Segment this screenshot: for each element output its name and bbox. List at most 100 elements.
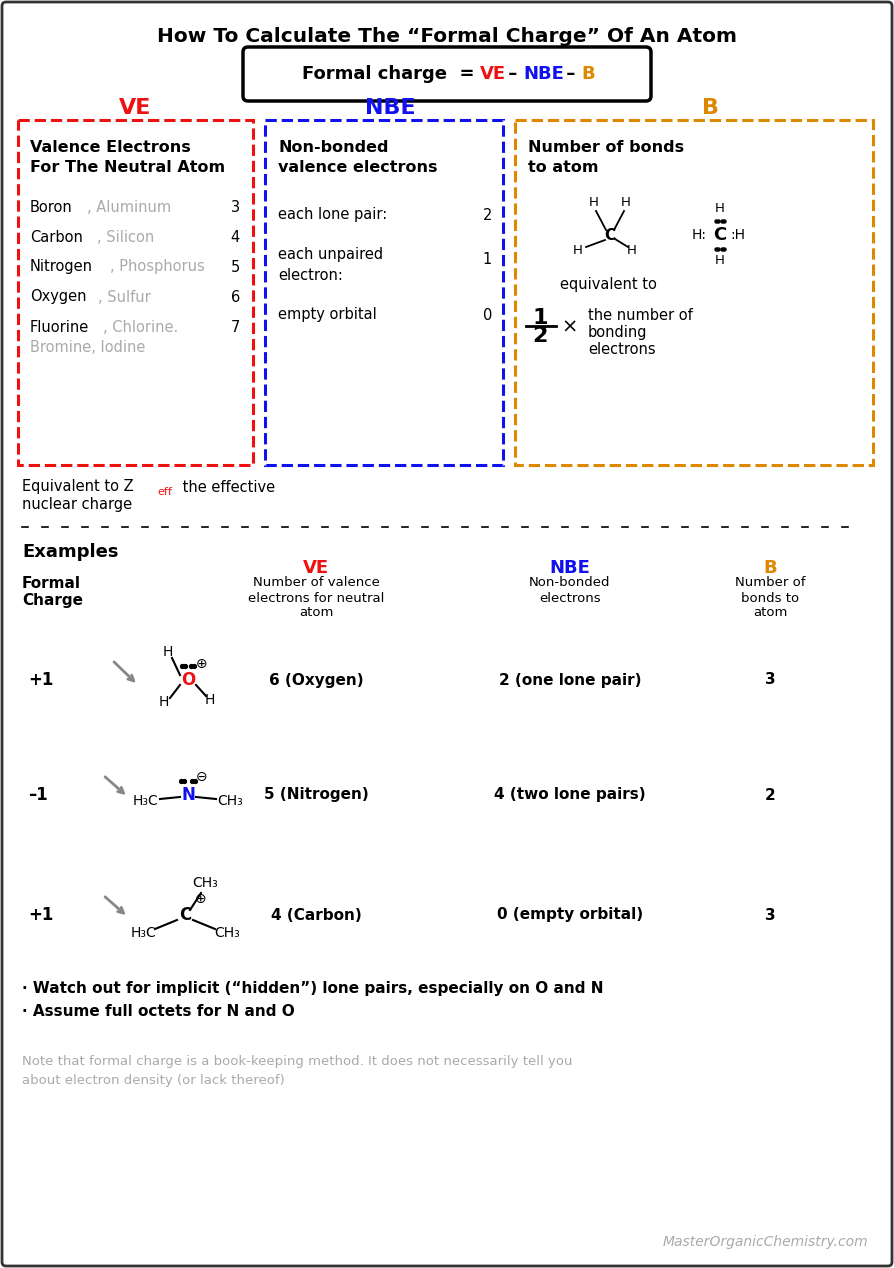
Text: H₃C: H₃C <box>131 926 156 940</box>
Text: B: B <box>581 65 595 82</box>
Text: · Assume full octets for N and O: · Assume full octets for N and O <box>22 1004 295 1019</box>
Text: ⊖: ⊖ <box>196 770 207 784</box>
Text: · Watch out for implicit (“hidden”) lone pairs, especially on O and N: · Watch out for implicit (“hidden”) lone… <box>22 980 603 995</box>
Text: CH₃: CH₃ <box>215 926 240 940</box>
Text: nuclear charge: nuclear charge <box>22 497 132 512</box>
Text: O: O <box>181 671 195 689</box>
Text: 2 (one lone pair): 2 (one lone pair) <box>499 672 641 687</box>
Text: How To Calculate The “Formal Charge” Of An Atom: How To Calculate The “Formal Charge” Of … <box>157 27 737 46</box>
Text: Nitrogen: Nitrogen <box>30 260 93 274</box>
Text: each unpaired: each unpaired <box>278 247 384 262</box>
Text: H: H <box>205 694 215 708</box>
Text: , Silicon: , Silicon <box>97 230 155 245</box>
FancyBboxPatch shape <box>2 3 892 1265</box>
Text: Non-bonded: Non-bonded <box>529 577 611 590</box>
Text: 2: 2 <box>483 208 492 222</box>
Text: H: H <box>715 255 725 268</box>
Text: VE: VE <box>119 98 151 118</box>
Text: equivalent to: equivalent to <box>560 278 657 293</box>
Text: 5: 5 <box>231 260 240 274</box>
Text: For The Neutral Atom: For The Neutral Atom <box>30 161 225 175</box>
Text: Carbon: Carbon <box>30 230 83 245</box>
Text: –: – <box>502 65 524 82</box>
Text: , Phosphorus: , Phosphorus <box>110 260 205 274</box>
Text: atom: atom <box>753 606 788 620</box>
Text: electrons: electrons <box>539 591 601 605</box>
Text: +1: +1 <box>28 907 54 924</box>
Text: MasterOrganicChemistry.com: MasterOrganicChemistry.com <box>662 1235 868 1249</box>
Text: H: H <box>163 645 173 659</box>
Text: 6: 6 <box>231 289 240 304</box>
Text: CH₃: CH₃ <box>217 794 243 808</box>
Text: B: B <box>702 98 719 118</box>
Text: Equivalent to Z: Equivalent to Z <box>22 479 133 495</box>
Text: H: H <box>627 243 637 256</box>
Text: the effective: the effective <box>178 479 275 495</box>
Text: C: C <box>713 226 727 243</box>
Text: Formal: Formal <box>22 576 81 591</box>
Text: :H: :H <box>730 228 745 242</box>
Text: H: H <box>589 197 599 209</box>
Text: 1: 1 <box>483 252 492 268</box>
Text: 7: 7 <box>231 320 240 335</box>
Text: Note that formal charge is a book-keeping method. It does not necessarily tell y: Note that formal charge is a book-keepin… <box>22 1055 572 1087</box>
Text: Formal charge  =: Formal charge = <box>302 65 487 82</box>
Text: Valence Electrons: Valence Electrons <box>30 141 190 156</box>
Bar <box>18 120 253 465</box>
Text: 1: 1 <box>532 308 548 328</box>
Text: , Chlorine.: , Chlorine. <box>103 320 178 335</box>
Text: the number of: the number of <box>588 308 693 322</box>
Text: to atom: to atom <box>528 161 598 175</box>
Text: 5 (Nitrogen): 5 (Nitrogen) <box>264 787 368 803</box>
Text: C: C <box>604 227 616 242</box>
Text: 6 (Oxygen): 6 (Oxygen) <box>269 672 363 687</box>
Text: H: H <box>159 695 169 709</box>
Text: electrons: electrons <box>588 341 655 356</box>
Text: atom: atom <box>299 606 333 620</box>
Text: 4: 4 <box>231 230 240 245</box>
Text: Number of bonds: Number of bonds <box>528 141 684 156</box>
Text: 0 (empty orbital): 0 (empty orbital) <box>497 908 643 923</box>
Bar <box>515 120 873 465</box>
Text: N: N <box>181 786 195 804</box>
Text: 3: 3 <box>764 672 775 687</box>
Text: electron:: electron: <box>278 268 343 283</box>
Text: NBE: NBE <box>550 559 590 577</box>
Text: Number of: Number of <box>735 577 805 590</box>
Text: H: H <box>715 203 725 216</box>
Text: B: B <box>763 559 777 577</box>
Bar <box>265 120 503 465</box>
Text: , Sulfur: , Sulfur <box>98 289 151 304</box>
Text: ⊕: ⊕ <box>195 891 207 907</box>
Text: H: H <box>621 197 631 209</box>
Text: Non-bonded: Non-bonded <box>278 141 389 156</box>
Text: empty orbital: empty orbital <box>278 308 376 322</box>
Text: H₃C: H₃C <box>133 794 159 808</box>
Text: 2: 2 <box>532 326 548 346</box>
Text: VE: VE <box>480 65 506 82</box>
Text: +1: +1 <box>28 671 54 689</box>
Text: CH₃: CH₃ <box>192 876 218 890</box>
Text: 4 (Carbon): 4 (Carbon) <box>271 908 361 923</box>
Text: 2: 2 <box>764 787 775 803</box>
Text: Boron: Boron <box>30 199 72 214</box>
Text: Number of valence: Number of valence <box>253 577 379 590</box>
Text: 3: 3 <box>764 908 775 923</box>
FancyBboxPatch shape <box>243 47 651 101</box>
Text: bonds to: bonds to <box>741 591 799 605</box>
Text: each lone pair:: each lone pair: <box>278 208 387 222</box>
Text: ×: × <box>561 317 578 336</box>
Text: H:: H: <box>692 228 707 242</box>
Text: valence electrons: valence electrons <box>278 161 437 175</box>
Text: 4 (two lone pairs): 4 (two lone pairs) <box>494 787 645 803</box>
Text: –: – <box>560 65 582 82</box>
Text: , Aluminum: , Aluminum <box>87 199 171 214</box>
Text: 3: 3 <box>231 199 240 214</box>
Text: NBE: NBE <box>365 98 416 118</box>
Text: H: H <box>573 243 583 256</box>
Text: ⊕: ⊕ <box>196 657 207 671</box>
Text: 0: 0 <box>483 308 492 322</box>
Text: C: C <box>179 907 191 924</box>
Text: Fluorine: Fluorine <box>30 320 89 335</box>
Text: –1: –1 <box>28 786 47 804</box>
